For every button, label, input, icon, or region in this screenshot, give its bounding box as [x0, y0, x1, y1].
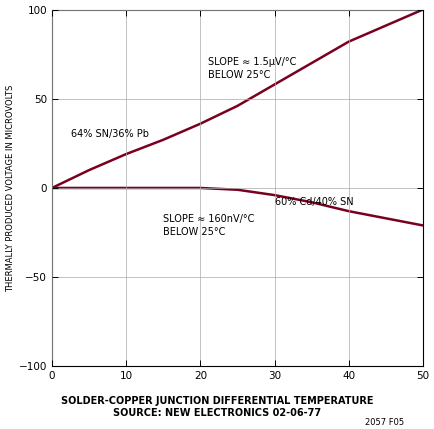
Text: SLOPE ≈ 1.5μV/°C
BELOW 25°C: SLOPE ≈ 1.5μV/°C BELOW 25°C [207, 57, 296, 80]
Text: SOURCE: NEW ELECTRONICS 02-06-77: SOURCE: NEW ELECTRONICS 02-06-77 [113, 408, 321, 418]
Y-axis label: THERMALLY PRODUCED VOLTAGE IN MICROVOLTS: THERMALLY PRODUCED VOLTAGE IN MICROVOLTS [6, 84, 14, 292]
Text: 60% Cd/40% SN: 60% Cd/40% SN [274, 197, 352, 207]
Text: SLOPE ≈ 160nV/°C
BELOW 25°C: SLOPE ≈ 160nV/°C BELOW 25°C [163, 214, 254, 237]
Text: 2057 F05: 2057 F05 [365, 418, 404, 427]
Text: 64% SN/36% Pb: 64% SN/36% Pb [70, 130, 148, 139]
Text: SOLDER-COPPER JUNCTION DIFFERENTIAL TEMPERATURE: SOLDER-COPPER JUNCTION DIFFERENTIAL TEMP… [61, 396, 373, 406]
